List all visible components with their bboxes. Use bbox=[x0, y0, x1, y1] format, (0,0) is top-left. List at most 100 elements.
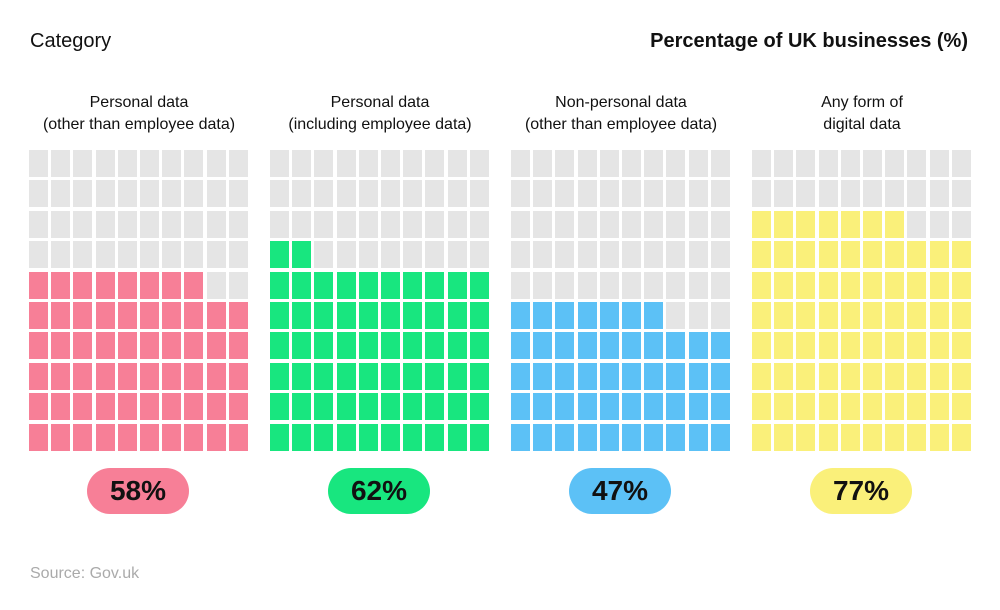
waffle-cell-filled bbox=[117, 423, 137, 451]
waffle-cell-filled bbox=[907, 423, 927, 451]
waffle-cell-filled bbox=[929, 241, 949, 269]
waffle-cell-empty bbox=[206, 271, 226, 299]
waffle-cell-filled bbox=[292, 241, 312, 269]
waffle-cell-empty bbox=[381, 180, 400, 208]
panel-label: Personal data (other than employee data) bbox=[29, 92, 249, 144]
waffle-cell-filled bbox=[863, 241, 882, 269]
waffle-cell-filled bbox=[840, 393, 860, 421]
waffle-cell-filled bbox=[292, 271, 312, 299]
waffle-cell-empty bbox=[644, 180, 664, 208]
waffle-cell-filled bbox=[818, 393, 838, 421]
waffle-cell-empty bbox=[469, 180, 489, 208]
waffle-cell-filled bbox=[403, 393, 423, 421]
waffle-cell-filled bbox=[381, 362, 400, 390]
waffle-cell-empty bbox=[162, 210, 182, 238]
waffle-cell-empty bbox=[358, 210, 378, 238]
waffle-cell-empty bbox=[710, 150, 730, 177]
percentage-header: Percentage of UK businesses (%) bbox=[650, 30, 968, 52]
waffle-cell-filled bbox=[666, 423, 686, 451]
waffle-cell-empty bbox=[710, 302, 730, 329]
waffle-cell-filled bbox=[644, 362, 664, 390]
waffle-cell-empty bbox=[51, 210, 71, 238]
waffle-cell-filled bbox=[95, 302, 115, 329]
waffle-cell-empty bbox=[425, 180, 445, 208]
waffle-cell-empty bbox=[95, 210, 115, 238]
panel-label-line-2: (other than employee data) bbox=[524, 116, 718, 133]
waffle-cell-filled bbox=[622, 302, 641, 329]
waffle-cell-empty bbox=[140, 150, 159, 177]
waffle-cell-filled bbox=[622, 332, 641, 360]
waffle-cell-filled bbox=[929, 393, 949, 421]
waffle-cell-filled bbox=[796, 241, 816, 269]
waffle-cell-empty bbox=[796, 150, 816, 177]
waffle-cell-empty bbox=[666, 271, 686, 299]
waffle-cell-filled bbox=[644, 393, 664, 421]
waffle-cell-filled bbox=[511, 332, 530, 360]
waffle-cell-filled bbox=[863, 271, 882, 299]
waffle-cell-empty bbox=[140, 180, 159, 208]
waffle-cell-empty bbox=[710, 210, 730, 238]
waffle-cell-filled bbox=[140, 271, 159, 299]
waffle-cell-empty bbox=[929, 180, 949, 208]
waffle-cell-empty bbox=[29, 241, 48, 269]
panel-any-digital-data: Any form of digital data 77% bbox=[752, 92, 972, 514]
waffle-cell-filled bbox=[710, 332, 730, 360]
waffle-cell-empty bbox=[577, 271, 597, 299]
waffle-cell-filled bbox=[162, 332, 182, 360]
waffle-cell-empty bbox=[710, 180, 730, 208]
waffle-cell-filled bbox=[599, 332, 619, 360]
waffle-cell-empty bbox=[840, 180, 860, 208]
waffle-cell-filled bbox=[929, 332, 949, 360]
waffle-cell-empty bbox=[555, 210, 575, 238]
waffle-cell-filled bbox=[863, 332, 882, 360]
waffle-cell-filled bbox=[381, 423, 400, 451]
waffle-cell-filled bbox=[533, 393, 553, 421]
waffle-cell-empty bbox=[577, 210, 597, 238]
waffle-cell-empty bbox=[314, 241, 334, 269]
waffle-cell-filled bbox=[184, 332, 204, 360]
waffle-cell-filled bbox=[117, 332, 137, 360]
waffle-cell-filled bbox=[314, 271, 334, 299]
waffle-cell-empty bbox=[117, 180, 137, 208]
waffle-cell-empty bbox=[117, 241, 137, 269]
waffle-cell-filled bbox=[270, 332, 289, 360]
waffle-cell-empty bbox=[511, 241, 530, 269]
waffle-cell-empty bbox=[184, 150, 204, 177]
waffle-cell-filled bbox=[774, 362, 794, 390]
waffle-cell-filled bbox=[184, 393, 204, 421]
waffle-cell-empty bbox=[951, 210, 971, 238]
waffle-cell-empty bbox=[666, 302, 686, 329]
waffle-cell-filled bbox=[555, 362, 575, 390]
waffle-cell-filled bbox=[73, 423, 93, 451]
waffle-cell-filled bbox=[533, 423, 553, 451]
waffle-cell-empty bbox=[162, 180, 182, 208]
waffle-cell-filled bbox=[555, 393, 575, 421]
waffle-cell-filled bbox=[666, 362, 686, 390]
waffle-cell-empty bbox=[599, 150, 619, 177]
waffle-grid bbox=[511, 150, 731, 453]
waffle-cell-empty bbox=[314, 210, 334, 238]
waffle-cell-empty bbox=[73, 180, 93, 208]
waffle-cell-filled bbox=[752, 332, 771, 360]
panel-label: Non-personal data (other than employee d… bbox=[511, 92, 731, 144]
waffle-cell-filled bbox=[774, 423, 794, 451]
waffle-cell-empty bbox=[51, 180, 71, 208]
waffle-cell-empty bbox=[184, 241, 204, 269]
waffle-cell-filled bbox=[796, 332, 816, 360]
waffle-cell-filled bbox=[206, 423, 226, 451]
waffle-cell-filled bbox=[774, 393, 794, 421]
waffle-cell-filled bbox=[184, 423, 204, 451]
waffle-cell-filled bbox=[184, 302, 204, 329]
waffle-cell-filled bbox=[622, 393, 641, 421]
waffle-cell-empty bbox=[644, 150, 664, 177]
waffle-cell-empty bbox=[314, 150, 334, 177]
waffle-cell-filled bbox=[425, 302, 445, 329]
waffle-cell-filled bbox=[752, 271, 771, 299]
waffle-cell-filled bbox=[206, 302, 226, 329]
waffle-cell-filled bbox=[206, 362, 226, 390]
waffle-cell-empty bbox=[206, 150, 226, 177]
waffle-cell-filled bbox=[907, 393, 927, 421]
waffle-cell-filled bbox=[314, 302, 334, 329]
waffle-cell-filled bbox=[885, 423, 905, 451]
waffle-cell-filled bbox=[381, 393, 400, 421]
